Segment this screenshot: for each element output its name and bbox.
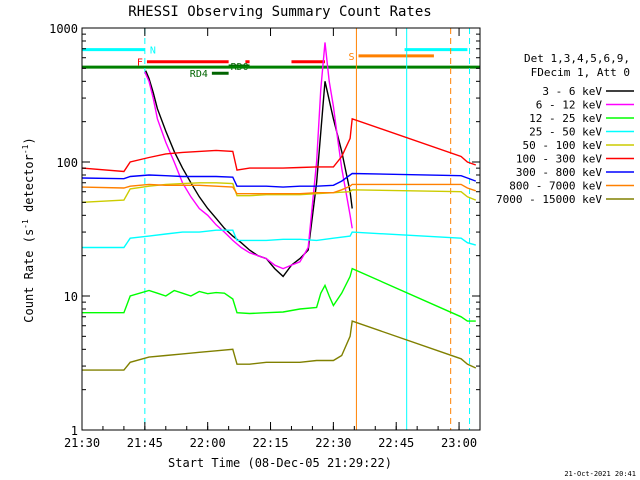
flag-bar-label: N — [150, 46, 156, 57]
legend-entry-label: 7000 - 15000 keV — [496, 193, 602, 206]
series-lines — [81, 42, 477, 371]
legend-entry-label: 25 - 50 keV — [529, 126, 602, 139]
series-line — [144, 42, 353, 270]
x-tick-label: 21:45 — [127, 436, 163, 450]
x-tick-label: 21:30 — [64, 436, 100, 450]
y-axis-label: Count Rate (s-1 detector-1) — [21, 137, 36, 322]
legend-title-line1: Det 1,3,4,5,6,9, — [524, 52, 630, 65]
series-line — [81, 183, 477, 195]
x-tick-label: 22:45 — [378, 436, 414, 450]
series-line — [81, 117, 477, 173]
plot-frame — [81, 27, 481, 431]
flag-bar-label: RD4 — [190, 69, 208, 80]
x-axis-label: Start Time (08-Dec-05 21:29:22) — [168, 456, 392, 470]
y-tick-label: 1000 — [49, 22, 78, 36]
flag-bar-label: F — [137, 58, 143, 69]
chart-title: RHESSI Observing Summary Count Rates — [128, 4, 431, 20]
series-line — [81, 182, 477, 203]
x-axis: 21:30 21:45 22:00 22:15 22:30 22:45 23:00 — [64, 28, 481, 450]
series-line — [82, 320, 477, 371]
y-tick-label: 1 — [71, 424, 78, 438]
y-tick-label: 10 — [64, 290, 78, 304]
legend-entry-label: 100 - 300 keV — [516, 153, 602, 166]
series-line — [82, 267, 476, 322]
legend-entry-label: 300 - 800 keV — [516, 166, 602, 179]
legend-entry-label: 50 - 100 keV — [523, 139, 603, 152]
y-tick-label: 100 — [56, 156, 78, 170]
series-line — [145, 70, 353, 278]
series-line — [81, 172, 477, 188]
x-tick-label: 22:30 — [315, 436, 351, 450]
x-tick-label: 23:00 — [441, 436, 477, 450]
y-axis: 1 10 100 1000 — [49, 22, 480, 438]
flag-bars: NSFRD0RD4 — [82, 46, 480, 80]
series-line — [82, 229, 476, 249]
legend-entry-label: 3 - 6 keV — [542, 85, 602, 98]
footer-timestamp: 21-Oct-2021 20:41 — [564, 470, 636, 478]
flag-bar-label: S — [348, 52, 354, 63]
vertical-lines — [144, 28, 471, 430]
x-tick-label: 22:15 — [252, 436, 288, 450]
x-tick-label: 22:00 — [190, 436, 226, 450]
legend-title-line2: FDecim 1, Att 0 — [531, 66, 630, 79]
legend-entry-label: 800 - 7000 keV — [509, 180, 602, 193]
legend-entry-label: 6 - 12 keV — [536, 99, 603, 112]
legend-entry-label: 12 - 25 keV — [529, 112, 602, 125]
